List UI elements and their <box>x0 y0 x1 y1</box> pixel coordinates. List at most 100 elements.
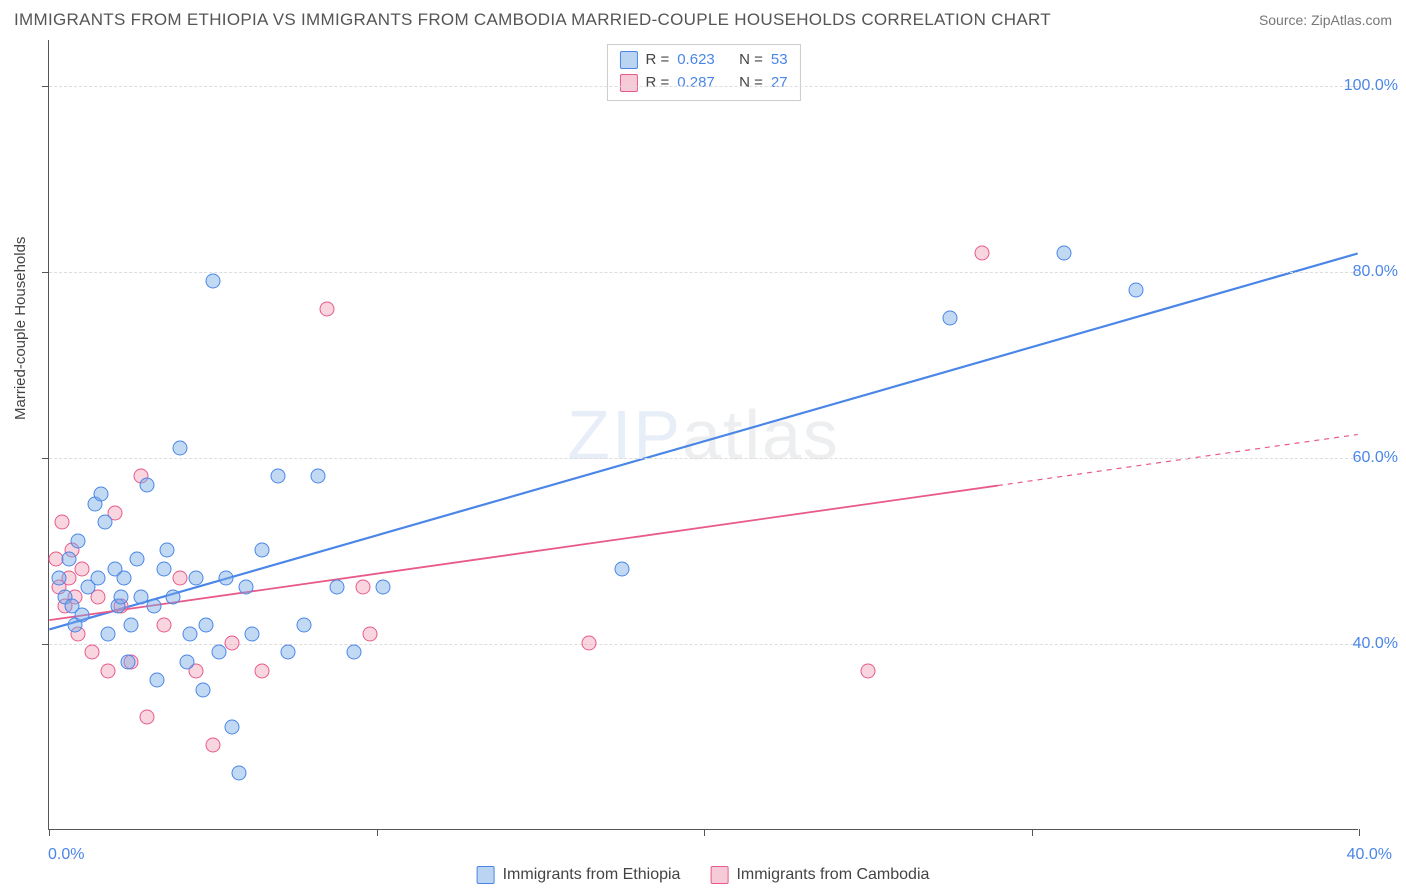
data-point <box>189 571 204 586</box>
data-point <box>245 626 260 641</box>
data-point <box>159 543 174 558</box>
data-point <box>238 580 253 595</box>
data-point <box>84 645 99 660</box>
y-tick <box>42 272 49 273</box>
y-tick-label: 40.0% <box>1353 635 1398 653</box>
legend-item-ethiopia: Immigrants from Ethiopia <box>477 866 681 884</box>
source-label: Source: ZipAtlas.com <box>1259 12 1392 28</box>
data-point <box>218 571 233 586</box>
data-point <box>133 589 148 604</box>
data-point <box>146 598 161 613</box>
legend-row-ethiopia: R = 0.623 N = 53 <box>619 49 787 72</box>
x-tick <box>704 829 705 836</box>
legend-item-cambodia: Immigrants from Cambodia <box>710 866 929 884</box>
data-point <box>615 561 630 576</box>
r-value-cambodia: 0.287 <box>677 72 715 95</box>
data-point <box>205 273 220 288</box>
legend-row-cambodia: R = 0.287 N = 27 <box>619 72 787 95</box>
source-link[interactable]: ZipAtlas.com <box>1311 12 1392 28</box>
n-value-ethiopia: 53 <box>771 49 788 72</box>
data-point <box>310 468 325 483</box>
data-point <box>51 571 66 586</box>
swatch-cambodia <box>619 74 637 92</box>
data-point <box>376 580 391 595</box>
y-tick-label: 60.0% <box>1353 449 1398 467</box>
y-tick <box>42 644 49 645</box>
scatter-plot: ZIPatlas R = 0.623 N = 53 R = 0.287 N = … <box>48 40 1358 830</box>
data-point <box>55 515 70 530</box>
data-point <box>254 543 269 558</box>
swatch-cambodia-icon <box>710 866 728 884</box>
data-point <box>1129 282 1144 297</box>
watermark: ZIPatlas <box>567 395 840 475</box>
data-point <box>166 589 181 604</box>
data-point <box>117 571 132 586</box>
data-point <box>120 654 135 669</box>
gridline <box>49 644 1358 645</box>
data-point <box>297 617 312 632</box>
gridline <box>49 272 1358 273</box>
data-point <box>281 645 296 660</box>
data-point <box>330 580 345 595</box>
data-point <box>156 561 171 576</box>
y-tick-label: 80.0% <box>1353 263 1398 281</box>
gridline <box>49 86 1358 87</box>
data-point <box>61 552 76 567</box>
data-point <box>94 487 109 502</box>
x-tick <box>1359 829 1360 836</box>
data-point <box>1057 245 1072 260</box>
y-tick-label: 100.0% <box>1344 77 1398 95</box>
data-point <box>225 719 240 734</box>
chart-title: IMMIGRANTS FROM ETHIOPIA VS IMMIGRANTS F… <box>14 10 1051 30</box>
data-point <box>254 664 269 679</box>
data-point <box>173 440 188 455</box>
data-point <box>100 626 115 641</box>
legend-label-ethiopia: Immigrants from Ethiopia <box>503 866 681 884</box>
data-point <box>140 710 155 725</box>
data-point <box>195 682 210 697</box>
data-point <box>74 561 89 576</box>
data-point <box>212 645 227 660</box>
n-value-cambodia: 27 <box>771 72 788 95</box>
data-point <box>74 608 89 623</box>
data-point <box>100 664 115 679</box>
data-point <box>356 580 371 595</box>
x-tick <box>377 829 378 836</box>
data-point <box>199 617 214 632</box>
data-point <box>182 626 197 641</box>
data-point <box>231 766 246 781</box>
data-point <box>156 617 171 632</box>
data-point <box>179 654 194 669</box>
data-point <box>362 626 377 641</box>
source-prefix: Source: <box>1259 12 1311 28</box>
data-point <box>320 301 335 316</box>
legend-label-cambodia: Immigrants from Cambodia <box>736 866 929 884</box>
data-point <box>346 645 361 660</box>
data-point <box>942 310 957 325</box>
data-point <box>150 673 165 688</box>
data-point <box>130 552 145 567</box>
data-point <box>225 636 240 651</box>
y-tick <box>42 458 49 459</box>
data-point <box>123 617 138 632</box>
r-value-ethiopia: 0.623 <box>677 49 715 72</box>
x-tick-label: 40.0% <box>1347 846 1392 864</box>
data-point <box>582 636 597 651</box>
correlation-legend: R = 0.623 N = 53 R = 0.287 N = 27 <box>606 44 800 101</box>
x-tick-label: 0.0% <box>48 846 84 864</box>
data-point <box>114 589 129 604</box>
data-point <box>975 245 990 260</box>
swatch-ethiopia-icon <box>477 866 495 884</box>
y-tick <box>42 86 49 87</box>
series-legend: Immigrants from Ethiopia Immigrants from… <box>477 866 930 884</box>
trend-lines <box>49 40 1358 829</box>
x-tick <box>1032 829 1033 836</box>
swatch-ethiopia <box>619 51 637 69</box>
data-point <box>860 664 875 679</box>
y-axis-label: Married-couple Households <box>12 237 29 420</box>
data-point <box>173 571 188 586</box>
gridline <box>49 458 1358 459</box>
data-point <box>205 738 220 753</box>
data-point <box>97 515 112 530</box>
x-tick <box>49 829 50 836</box>
